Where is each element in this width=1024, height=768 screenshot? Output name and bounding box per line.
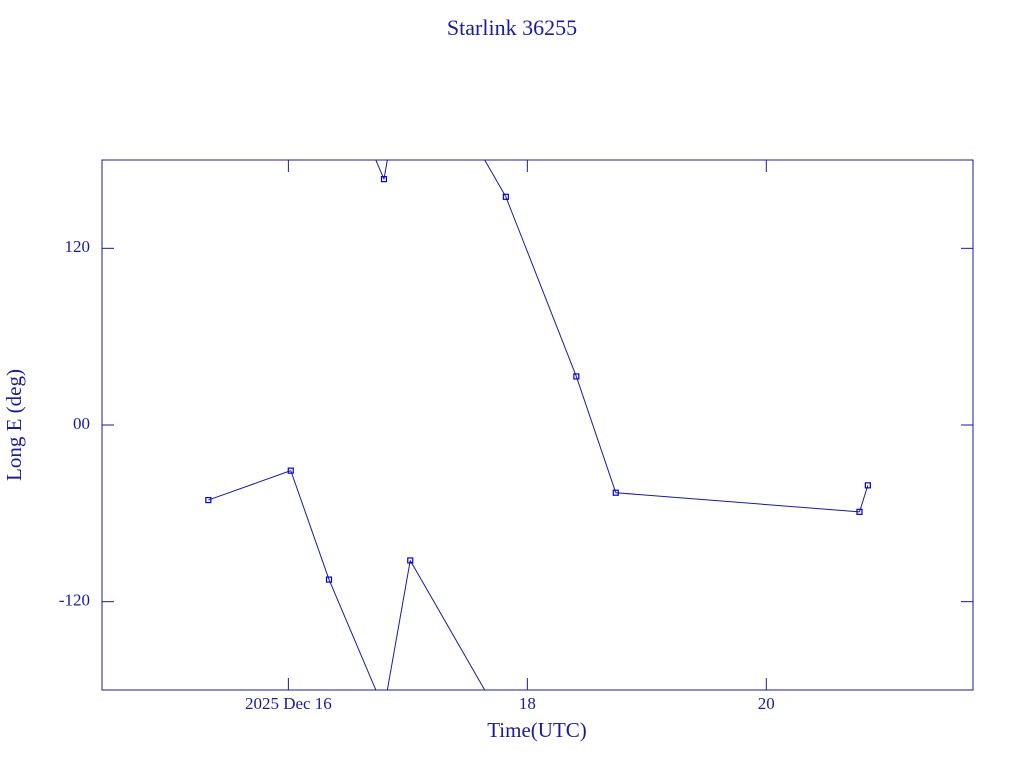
point-marker: [380, 176, 388, 183]
plot-frame: [101, 159, 974, 691]
line-segment: [409, 560, 486, 690]
point-marker: [325, 576, 333, 583]
plot-lines: [208, 160, 869, 690]
point-marker: [573, 373, 580, 380]
x-tick-label: 20: [758, 694, 775, 713]
line-segment: [328, 579, 377, 690]
x-axis-label: Time(UTC): [487, 718, 587, 742]
point-marker: [856, 508, 863, 515]
line-segment: [505, 196, 577, 377]
y-tick-label: 00: [73, 414, 90, 433]
line-segment: [208, 470, 291, 501]
x-tick-label: 2025 Dec 16: [245, 694, 332, 713]
y-tick-label: -120: [59, 591, 90, 610]
y-axis-label: Long E (deg): [2, 369, 26, 481]
chart-title: Starlink 36255: [447, 15, 577, 40]
x-tick-label: 18: [519, 694, 536, 713]
point-marker: [612, 489, 619, 496]
line-segment: [859, 485, 869, 513]
line-segment: [484, 160, 507, 198]
line-segment: [615, 492, 860, 513]
point-marker: [287, 467, 294, 474]
point-marker: [205, 496, 212, 504]
line-segment: [290, 470, 330, 580]
point-marker: [407, 557, 414, 564]
point-marker: [502, 193, 509, 200]
line-segment: [575, 376, 617, 493]
line-segment: [386, 560, 411, 690]
line-segment: [383, 160, 388, 180]
y-tick-label: 120: [65, 237, 91, 256]
point-marker: [864, 482, 871, 489]
